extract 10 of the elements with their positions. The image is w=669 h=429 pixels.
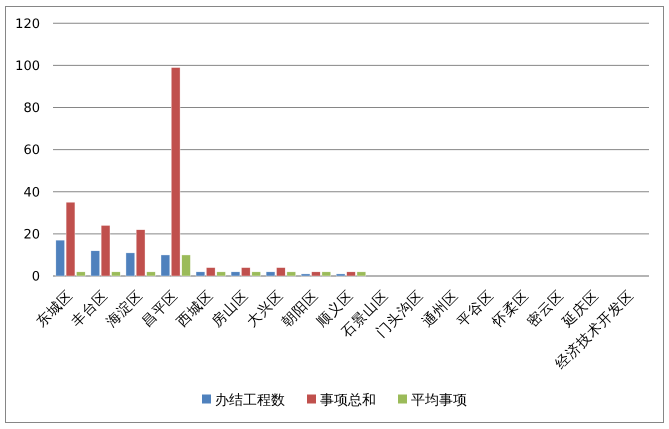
legend-label: 事项总和 — [320, 392, 376, 408]
y-tick-label: 0 — [32, 270, 40, 284]
legend-label: 办结工程数 — [215, 392, 285, 408]
legend-label: 平均事项 — [411, 392, 467, 408]
y-tick-label: 100 — [15, 58, 40, 74]
y-tick-label: 20 — [23, 227, 40, 242]
y-tick-label: 40 — [23, 185, 40, 200]
y-tick-label: 120 — [15, 16, 40, 32]
y-tick-label: 60 — [23, 143, 40, 158]
y-tick-label: 80 — [23, 101, 40, 116]
